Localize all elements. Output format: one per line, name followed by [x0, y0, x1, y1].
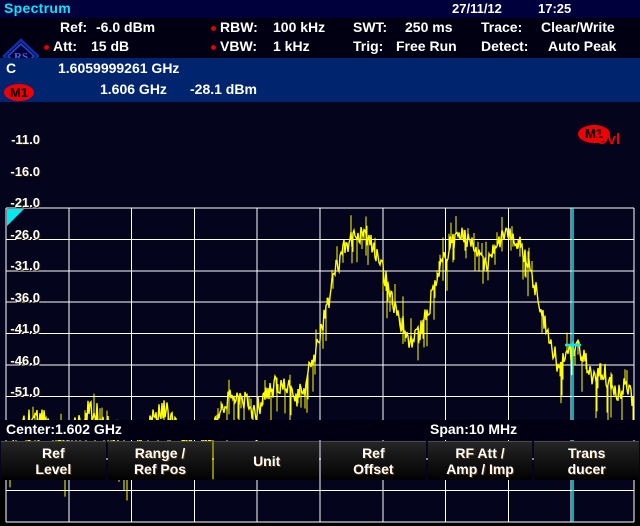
rbw-status-dot — [211, 26, 216, 31]
trig-value[interactable]: Free Run — [396, 38, 457, 54]
att-label: Att: — [53, 38, 78, 54]
softkey-line2: Ref Pos — [133, 461, 187, 477]
att-value[interactable]: 15 dB — [91, 38, 130, 54]
detect-value[interactable]: Auto Peak — [548, 38, 617, 54]
softkey-bar: Ref Level Range / Ref Pos Unit Ref Offse… — [0, 441, 640, 480]
softkey-unit[interactable]: Unit — [214, 441, 320, 480]
y-tick-label: -11.0 — [11, 132, 40, 147]
marker-info-bar: C 1.6059999261 GHz 1.606 GHz -28.1 dBm — [0, 58, 640, 102]
settings-panel: RS Ref: -6.0 dBm Att: 15 dB RBW: 100 kHz… — [0, 18, 640, 74]
vbw-label: VBW: — [220, 38, 258, 54]
att-status-dot — [44, 45, 49, 50]
date-display: 27/11/12 — [452, 1, 502, 16]
softkey-line2: Offset — [353, 461, 394, 477]
softkey-line1: Trans — [568, 445, 606, 461]
y-tick-label: -36.0 — [10, 290, 40, 305]
cursor-prefix-label: C — [6, 60, 17, 76]
softkey-range-ref-pos[interactable]: Range / Ref Pos — [107, 441, 213, 480]
spectrum-graph[interactable]: M1 Ovl — [0, 102, 640, 523]
reference-level-triangle-icon — [7, 209, 24, 226]
y-tick-label: -16.0 — [10, 164, 40, 179]
rbw-value[interactable]: 100 kHz — [273, 19, 326, 35]
swt-value[interactable]: 250 ms — [405, 19, 453, 35]
softkey-line1: Range / — [134, 445, 186, 461]
marker-m1-level[interactable]: -28.1 dBm — [190, 81, 257, 97]
softkey-rf-att-amp-imp[interactable]: RF Att / Amp / Imp — [427, 441, 533, 480]
marker-m1-badge[interactable]: M1 — [4, 84, 34, 101]
ref-value[interactable]: -6.0 dBm — [96, 19, 156, 35]
center-frequency-label[interactable]: Center:1.602 GHz — [6, 421, 122, 437]
y-tick-label: -21.0 — [10, 195, 40, 210]
time-display: 17:25 — [538, 1, 572, 16]
y-axis-labels: -11.0 -16.0 -21.0 -26.0 -31.0 -36.0 -41.… — [0, 102, 40, 424]
span-label[interactable]: Span:10 MHz — [430, 421, 518, 437]
overload-indicator: Ovl — [596, 131, 621, 148]
trace-label: Trace: — [481, 19, 523, 35]
softkey-line1: Ref — [42, 445, 65, 461]
y-tick-label: -26.0 — [10, 227, 40, 242]
softkey-ref-level[interactable]: Ref Level — [1, 441, 106, 480]
softkey-line2: ducer — [567, 461, 606, 477]
vbw-status-dot — [211, 45, 216, 50]
softkey-ref-offset[interactable]: Ref Offset — [321, 441, 426, 480]
marker-m1-graph-badge[interactable]: M1 — [578, 125, 610, 143]
trace-value[interactable]: Clear/Write — [541, 19, 615, 35]
cursor-frequency-value[interactable]: 1.6059999261 GHz — [58, 60, 180, 76]
y-tick-label: -51.0 — [10, 384, 40, 399]
vbw-value[interactable]: 1 kHz — [273, 38, 310, 54]
softkey-line1: Ref — [362, 445, 385, 461]
page-title: Spectrum — [4, 0, 71, 16]
graph-annotations: Center:1.602 GHz Span:10 MHz — [0, 420, 640, 440]
softkey-line2: Level — [35, 461, 72, 477]
y-tick-label: -46.0 — [10, 353, 40, 368]
softkey-transducer[interactable]: Trans ducer — [534, 441, 640, 480]
y-tick-label: -41.0 — [10, 321, 40, 336]
softkey-line1: RF Att / — [455, 445, 505, 461]
ref-label: Ref: — [60, 19, 88, 35]
softkey-line2: Amp / Imp — [446, 461, 514, 477]
marker-m1-frequency[interactable]: 1.606 GHz — [100, 81, 167, 97]
trig-label: Trig: — [353, 38, 384, 54]
title-bar: Spectrum 27/11/12 17:25 — [0, 0, 640, 18]
detect-label: Detect: — [481, 38, 529, 54]
y-tick-label: -31.0 — [10, 258, 40, 273]
softkey-line1: Unit — [253, 453, 281, 469]
swt-label: SWT: — [353, 19, 388, 35]
rbw-label: RBW: — [220, 19, 258, 35]
